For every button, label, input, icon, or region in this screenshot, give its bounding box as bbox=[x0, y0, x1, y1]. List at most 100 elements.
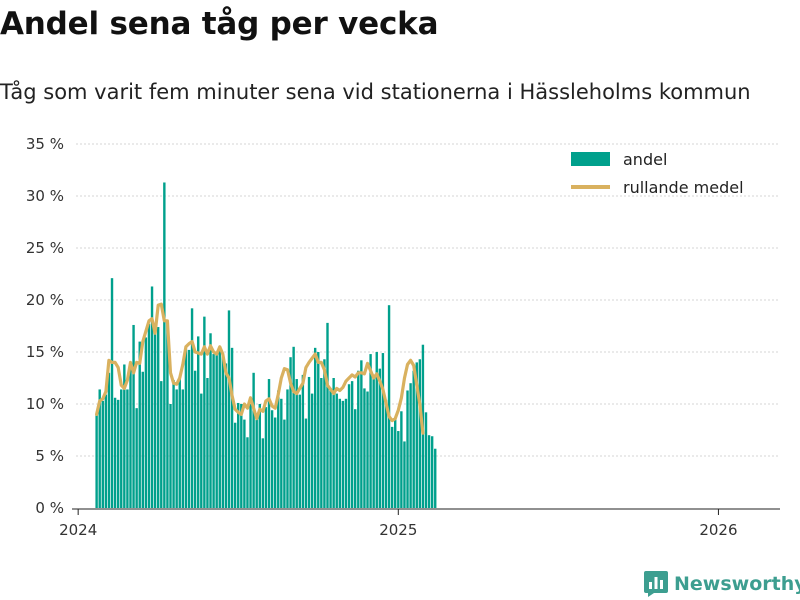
bar bbox=[101, 400, 104, 508]
bar bbox=[209, 333, 212, 508]
bar bbox=[390, 426, 394, 508]
bar bbox=[233, 422, 237, 508]
bar bbox=[240, 404, 243, 508]
bar bbox=[332, 378, 335, 508]
bar bbox=[227, 310, 231, 508]
bar bbox=[350, 381, 354, 508]
bar bbox=[317, 352, 320, 508]
x-axis: 2024 2025 2026 bbox=[59, 508, 780, 539]
bar bbox=[378, 368, 382, 508]
bar bbox=[258, 404, 261, 508]
bar bbox=[141, 371, 145, 508]
bar bbox=[267, 379, 271, 508]
bar bbox=[107, 372, 111, 508]
newsworthy-logo-icon bbox=[644, 571, 668, 597]
line-series-rullande-medel bbox=[94, 302, 425, 435]
bar bbox=[286, 389, 289, 508]
legend-swatch-andel bbox=[571, 152, 610, 166]
bar bbox=[310, 393, 314, 508]
bar bbox=[206, 378, 209, 508]
bar bbox=[153, 332, 157, 508]
bar bbox=[366, 391, 369, 508]
bar bbox=[175, 389, 178, 508]
bar-series-andel bbox=[95, 182, 437, 509]
bar bbox=[163, 182, 166, 509]
bar bbox=[221, 353, 225, 508]
bar bbox=[197, 336, 200, 508]
bar bbox=[156, 327, 160, 508]
bar bbox=[190, 308, 194, 508]
bar bbox=[135, 408, 138, 508]
y-axis-ticks: 0 % 5 % 10 % 15 % 20 % 25 % 30 % 35 % bbox=[26, 135, 64, 517]
legend: andel rullande medel bbox=[571, 150, 744, 197]
bar bbox=[326, 322, 329, 508]
bar bbox=[255, 417, 258, 508]
bar bbox=[381, 353, 385, 508]
bar bbox=[363, 388, 366, 508]
bar bbox=[113, 397, 117, 508]
y-tick-label: 35 % bbox=[26, 135, 64, 153]
y-tick-label: 30 % bbox=[26, 187, 64, 205]
bar bbox=[246, 437, 249, 508]
bar bbox=[289, 357, 292, 508]
bar bbox=[329, 388, 332, 508]
bar bbox=[415, 362, 418, 508]
bar bbox=[273, 417, 277, 508]
newsworthy-brand: Newsworthy bbox=[644, 568, 800, 600]
y-tick-label: 25 % bbox=[26, 239, 64, 257]
bar bbox=[110, 278, 114, 508]
bar bbox=[427, 435, 431, 508]
bar bbox=[218, 350, 221, 508]
bar bbox=[203, 316, 206, 508]
bar bbox=[304, 418, 308, 508]
y-tick-label: 10 % bbox=[26, 395, 64, 413]
bar bbox=[116, 399, 120, 508]
bar bbox=[280, 398, 283, 508]
bar bbox=[144, 337, 148, 508]
bar bbox=[181, 389, 185, 508]
bar bbox=[126, 389, 129, 508]
bar bbox=[187, 349, 191, 508]
bar bbox=[230, 347, 234, 508]
bar bbox=[215, 354, 218, 508]
bar bbox=[341, 400, 345, 508]
bar bbox=[313, 347, 317, 508]
bar bbox=[270, 410, 274, 508]
bar bbox=[387, 305, 391, 508]
bar bbox=[237, 402, 240, 508]
bar bbox=[424, 412, 428, 508]
legend-label-andel: andel bbox=[623, 150, 667, 169]
x-tick-label: 2024 bbox=[59, 521, 97, 539]
chart-title: Andel sena tåg per vecka bbox=[0, 6, 439, 42]
bar bbox=[298, 394, 301, 508]
bar bbox=[172, 380, 175, 508]
bar bbox=[193, 370, 197, 508]
bar bbox=[409, 383, 412, 508]
bar bbox=[397, 431, 400, 508]
bar bbox=[406, 390, 409, 508]
brand-name: Newsworthy bbox=[674, 573, 800, 595]
bar bbox=[104, 394, 108, 508]
bar bbox=[169, 404, 172, 508]
x-tick-label: 2025 bbox=[379, 521, 417, 539]
bar bbox=[252, 372, 255, 508]
bar bbox=[335, 393, 338, 508]
bar bbox=[160, 381, 163, 508]
bar bbox=[123, 364, 126, 508]
y-tick-label: 15 % bbox=[26, 343, 64, 361]
bar bbox=[212, 354, 215, 508]
bar bbox=[224, 363, 228, 508]
bar bbox=[277, 390, 280, 508]
bar bbox=[353, 409, 357, 508]
bar bbox=[184, 348, 188, 508]
bar bbox=[301, 374, 305, 508]
bar bbox=[178, 379, 181, 508]
bar bbox=[323, 359, 326, 508]
bar bbox=[375, 352, 378, 508]
bar bbox=[357, 370, 360, 508]
bar bbox=[249, 404, 252, 508]
line-rullande-medel bbox=[94, 302, 425, 435]
bar bbox=[344, 398, 348, 508]
bar bbox=[369, 354, 372, 508]
